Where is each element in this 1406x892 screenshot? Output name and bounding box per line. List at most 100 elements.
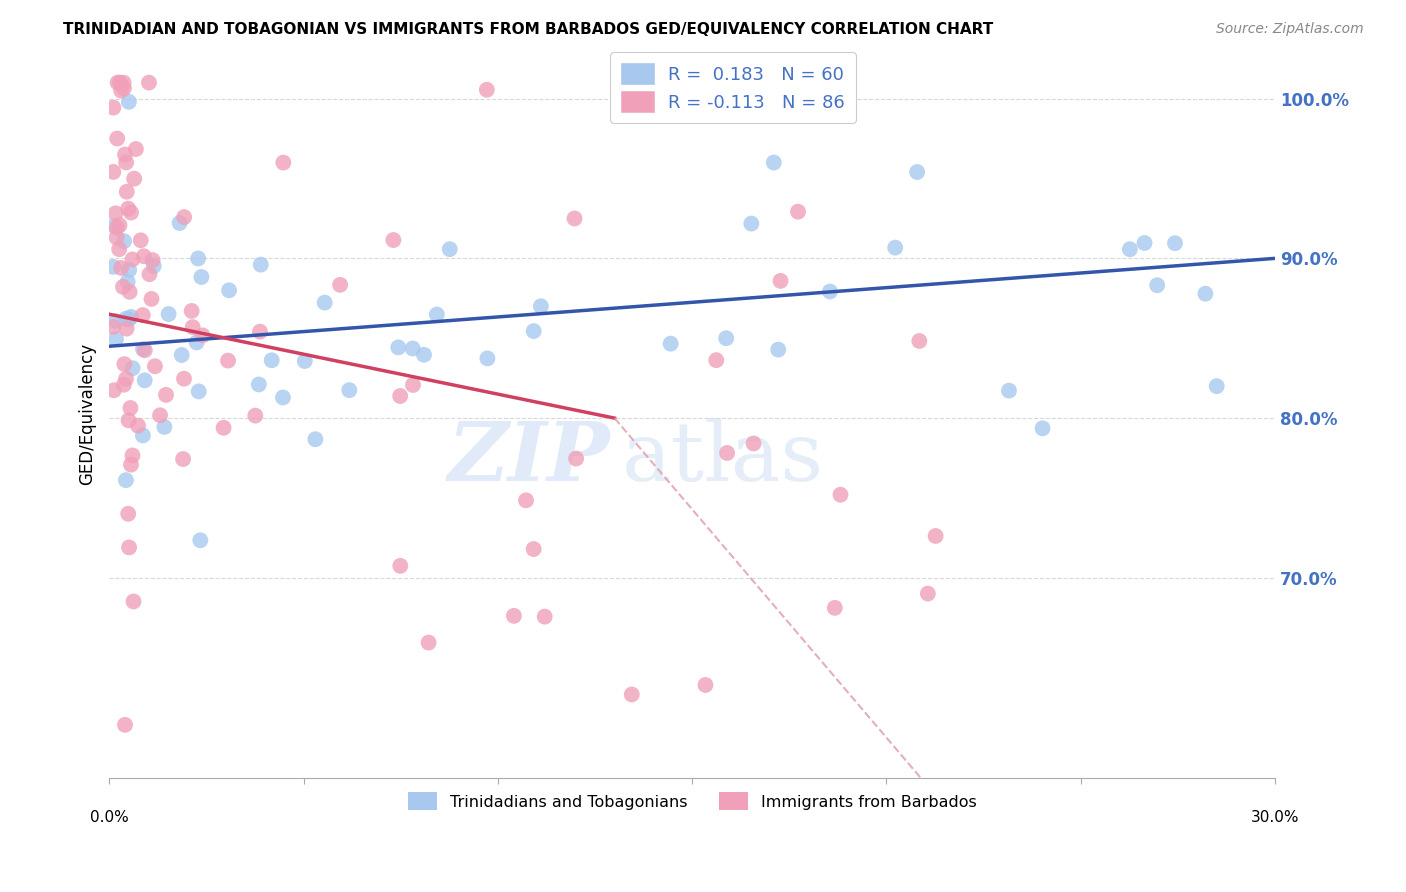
Point	[565, 451, 588, 466]
Point	[475, 83, 498, 97]
Point	[105, 220, 128, 235]
Point	[121, 361, 143, 376]
Point	[387, 340, 409, 354]
Point	[337, 383, 360, 397]
Point	[172, 452, 194, 467]
Point	[112, 81, 135, 95]
Point	[173, 372, 195, 386]
Point	[564, 211, 586, 226]
Point	[389, 558, 412, 573]
Point	[120, 458, 142, 472]
Point	[413, 348, 436, 362]
Point	[105, 230, 128, 244]
Point	[103, 384, 125, 398]
Point	[115, 185, 138, 199]
Point	[503, 608, 526, 623]
Point	[533, 609, 555, 624]
Point	[132, 343, 155, 357]
Point	[122, 171, 145, 186]
Point	[212, 421, 235, 435]
Point	[769, 274, 792, 288]
Point	[138, 267, 160, 281]
Point	[1205, 379, 1227, 393]
Point	[389, 389, 412, 403]
Point	[181, 320, 204, 334]
Point	[117, 413, 139, 427]
Point	[329, 277, 352, 292]
Point	[104, 206, 127, 220]
Point	[125, 142, 148, 156]
Point	[218, 283, 240, 297]
Point	[477, 351, 499, 366]
Point	[382, 233, 405, 247]
Point	[105, 131, 128, 145]
Point	[132, 308, 155, 322]
Point	[118, 263, 141, 277]
Point	[1032, 421, 1054, 435]
Point	[103, 165, 125, 179]
Point	[169, 216, 191, 230]
Legend: Trinidadians and Tobagonians, Immigrants from Barbados: Trinidadians and Tobagonians, Immigrants…	[402, 786, 983, 817]
Point	[115, 155, 138, 169]
Point	[114, 147, 136, 161]
Point	[180, 304, 202, 318]
Point	[1133, 235, 1156, 250]
Point	[134, 343, 156, 358]
Point	[247, 377, 270, 392]
Point	[129, 233, 152, 247]
Point	[142, 253, 165, 268]
Point	[762, 155, 785, 169]
Point	[112, 377, 135, 392]
Point	[186, 335, 208, 350]
Point	[402, 378, 425, 392]
Point	[271, 391, 294, 405]
Point	[118, 95, 141, 109]
Point	[837, 88, 859, 103]
Point	[108, 242, 131, 256]
Point	[120, 310, 142, 324]
Point	[917, 586, 939, 600]
Point	[141, 292, 163, 306]
Point	[704, 353, 727, 368]
Point	[824, 600, 846, 615]
Point	[103, 260, 125, 274]
Point	[523, 324, 546, 338]
Point	[118, 285, 141, 299]
Point	[190, 270, 212, 285]
Point	[117, 202, 139, 216]
Point	[104, 314, 127, 328]
Point	[103, 219, 125, 233]
Point	[155, 388, 177, 402]
Point	[418, 635, 440, 649]
Point	[439, 242, 461, 256]
Point	[103, 101, 125, 115]
Point	[659, 336, 682, 351]
Point	[112, 234, 135, 248]
Point	[515, 493, 537, 508]
Point	[191, 328, 214, 343]
Point	[187, 384, 209, 399]
Point	[107, 76, 129, 90]
Point	[523, 541, 546, 556]
Point	[830, 488, 852, 502]
Point	[122, 594, 145, 608]
Point	[118, 312, 141, 326]
Point	[173, 210, 195, 224]
Point	[117, 275, 139, 289]
Point	[103, 319, 125, 334]
Text: TRINIDADIAN AND TOBAGONIAN VS IMMIGRANTS FROM BARBADOS GED/EQUIVALENCY CORRELATI: TRINIDADIAN AND TOBAGONIAN VS IMMIGRANTS…	[63, 22, 994, 37]
Point	[1194, 286, 1216, 301]
Point	[115, 473, 138, 487]
Point	[188, 533, 211, 548]
Point	[120, 205, 142, 219]
Point	[115, 321, 138, 335]
Point	[112, 76, 135, 90]
Point	[294, 354, 316, 368]
Y-axis label: GED/Equivalency: GED/Equivalency	[79, 343, 96, 485]
Point	[924, 529, 946, 543]
Point	[818, 285, 841, 299]
Point	[314, 295, 336, 310]
Point	[304, 432, 326, 446]
Text: atlas: atlas	[623, 417, 824, 498]
Point	[112, 357, 135, 371]
